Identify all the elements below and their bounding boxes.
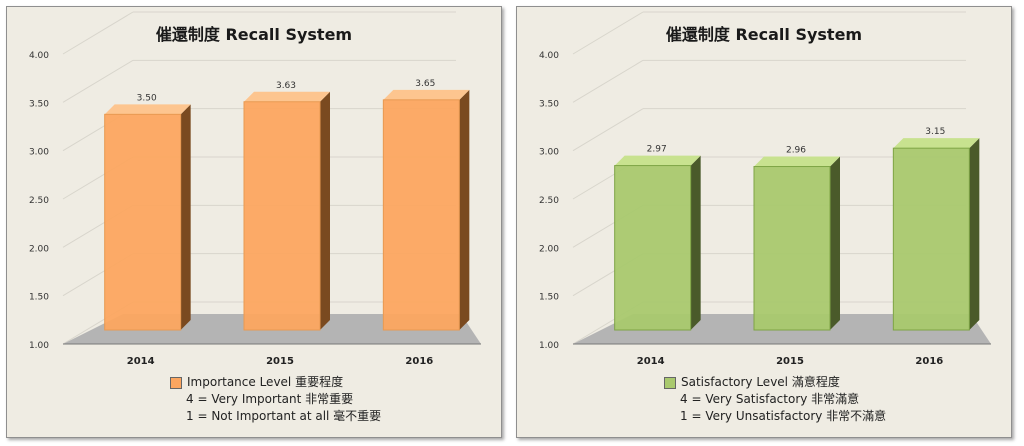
y-tick-label: 3.00: [539, 148, 559, 158]
gridline-side: [572, 11, 644, 55]
data-label: 3.65: [415, 79, 435, 89]
legend-swatch: [170, 376, 182, 389]
gridline-side: [62, 59, 134, 103]
legend-swatch: [664, 376, 676, 389]
bar: [753, 166, 831, 331]
bar-side: [690, 155, 701, 330]
y-tick-label: 1.00: [539, 341, 559, 351]
legend-label: Importance Level 重要程度: [187, 375, 344, 389]
bar-top: [614, 155, 701, 166]
bar-side: [830, 156, 840, 330]
y-tick-label: 3.00: [29, 148, 49, 158]
y-tick-label: 4.00: [29, 51, 49, 61]
y-tick-label: 2.50: [539, 196, 559, 206]
data-label: 2.97: [647, 145, 667, 155]
data-label: 3.63: [276, 81, 296, 91]
bar-side: [180, 104, 191, 330]
y-tick-label: 3.50: [539, 99, 559, 109]
legend: Importance Level 重要程度 4 = Very Important…: [170, 374, 381, 425]
bar-top: [104, 104, 191, 115]
legend-label: Satisfactory Level 滿意程度: [681, 375, 840, 389]
bar-chart-satisfaction: 1.00 1.50 2.00 2.50 3.00 3.50 4.00 2.97 2014 2.96…: [539, 11, 991, 367]
x-tick-label: 2015: [776, 356, 804, 367]
bar-top: [383, 89, 470, 100]
y-tick-label: 1.00: [29, 341, 49, 351]
bar: [614, 165, 692, 331]
bar-top: [893, 138, 980, 149]
x-tick-label: 2014: [637, 356, 665, 367]
x-tick-label: 2016: [915, 356, 943, 367]
chart-title: 催還制度 Recall System: [665, 25, 863, 44]
y-tick-label: 4.00: [539, 51, 559, 61]
bar: [104, 113, 182, 331]
bar-top: [754, 156, 840, 167]
x-tick-label: 2016: [405, 356, 433, 367]
chart-panel-importance: 催還制度 Recall System 1.00 1.50 2.00 2.50 3.00 3…: [6, 6, 502, 438]
legend-note: 4 = Very Important 非常重要: [186, 392, 354, 406]
bar-chart-importance: 1.00 1.50 2.00 2.50 3.00 3.50 4.00 3.50 2014 3.63…: [29, 11, 481, 367]
y-tick-label: 1.50: [29, 293, 49, 303]
data-label: 2.96: [786, 146, 806, 156]
y-tick-label: 3.50: [29, 99, 49, 109]
bar-side: [320, 91, 330, 331]
y-tick-label: 2.50: [29, 196, 49, 206]
data-label: 3.50: [137, 93, 157, 103]
legend-entry: Importance Level 重要程度: [170, 374, 381, 391]
legend-entry: Satisfactory Level 滿意程度: [664, 374, 886, 391]
legend-note: 1 = Very Unsatisfactory 非常不滿意: [680, 409, 887, 423]
bar: [382, 99, 460, 331]
bar-top: [244, 91, 330, 102]
gridline-side: [572, 59, 644, 103]
x-tick-label: 2015: [266, 356, 294, 367]
y-tick-label: 1.50: [539, 293, 559, 303]
chart-title: 催還制度 Recall System: [155, 25, 353, 44]
bar-side: [459, 89, 470, 330]
legend: Satisfactory Level 滿意程度 4 = Very Satisfa…: [664, 374, 886, 425]
chart-panel-satisfaction: 催還制度 Recall System 1.00 1.50 2.00 2.50 3.00 3…: [516, 6, 1012, 438]
data-label: 3.15: [925, 127, 945, 137]
bar: [892, 147, 970, 331]
legend-note: 1 = Not Important at all 毫不重要: [186, 409, 382, 423]
legend-note: 4 = Very Satisfactory 非常滿意: [680, 392, 860, 406]
bar-side: [969, 138, 980, 330]
gridline-side: [62, 11, 134, 55]
x-tick-label: 2014: [127, 356, 155, 367]
bar: [243, 101, 321, 331]
y-tick-label: 2.00: [539, 244, 559, 254]
gridline-side: [572, 108, 644, 152]
y-tick-label: 2.00: [29, 244, 49, 254]
